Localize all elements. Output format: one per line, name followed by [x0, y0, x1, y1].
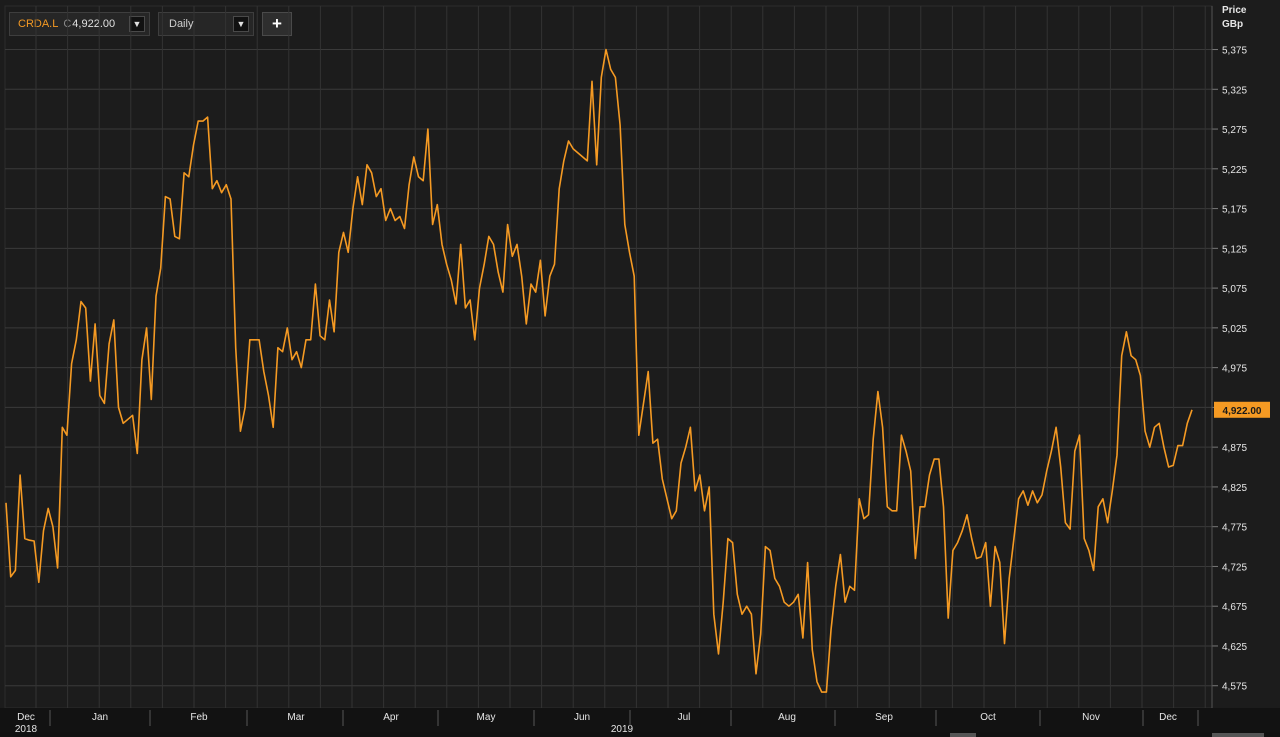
y-tick-label: 4,625	[1222, 642, 1247, 653]
y-tick-label: 4,875	[1222, 443, 1247, 454]
caret-down-icon[interactable]: ▼	[233, 16, 249, 32]
plot-area	[4, 5, 1213, 709]
x-tick-label: Apr	[383, 712, 399, 723]
x-year-label: 2018	[15, 724, 38, 735]
x-tick-label: Dec	[1159, 712, 1177, 723]
scrollbar-thumb[interactable]	[1212, 733, 1264, 737]
y-tick-label: 4,825	[1222, 483, 1247, 494]
x-tick-label: May	[477, 712, 496, 723]
y-tick-label: 4,725	[1222, 562, 1247, 573]
y-axis-title: Price	[1222, 5, 1247, 16]
y-tick-label: 4,675	[1222, 602, 1247, 613]
price-series-line	[5, 48, 1193, 693]
y-tick-label: 5,175	[1222, 205, 1247, 216]
interval-label: Daily	[169, 18, 194, 30]
x-tick-label: Jun	[574, 712, 590, 723]
y-tick-label: 5,125	[1222, 244, 1247, 255]
symbol-selector[interactable]: CRDA.L C 4,922.00 ▼	[9, 12, 150, 36]
horizontal-scrollbar[interactable]	[0, 732, 1280, 737]
y-tick-label: 4,775	[1222, 523, 1247, 534]
x-tick-label: Jul	[678, 712, 691, 723]
x-year-label: 2019	[611, 724, 634, 735]
x-tick-label: Dec	[17, 712, 35, 723]
symbol-label: CRDA.L	[18, 18, 59, 30]
add-button[interactable]: +	[262, 12, 292, 36]
x-tick-label: Aug	[778, 712, 796, 723]
x-tick-label: Jan	[92, 712, 108, 723]
y-axis-unit: GBp	[1222, 19, 1244, 30]
y-tick-label: 5,225	[1222, 165, 1247, 176]
last-price-label	[1214, 401, 1270, 418]
y-tick-label: 4,975	[1222, 364, 1247, 375]
y-tick-label: 5,375	[1222, 46, 1247, 57]
scrollbar-thumb[interactable]	[950, 733, 976, 737]
y-tick-label: 5,025	[1222, 324, 1247, 335]
caret-down-icon[interactable]: ▼	[129, 16, 145, 32]
interval-selector[interactable]: Daily ▼	[158, 12, 254, 36]
last-price-label-text: 4,922.00	[1223, 406, 1262, 417]
y-tick-label: 5,325	[1222, 85, 1247, 96]
x-tick-label: Feb	[190, 712, 208, 723]
x-tick-label: Sep	[875, 712, 893, 723]
y-tick-label: 4,575	[1222, 682, 1247, 693]
x-axis-bar	[0, 708, 1280, 732]
x-tick-label: Nov	[1082, 712, 1100, 723]
price-value: 4,922.00	[72, 18, 116, 30]
y-tick-label: 5,275	[1222, 125, 1247, 136]
x-tick-label: Oct	[980, 712, 996, 723]
x-tick-label: Mar	[287, 712, 305, 723]
chart-toolbar: CRDA.L C 4,922.00 ▼ Daily ▼ +	[0, 0, 1212, 44]
y-tick-label: 5,075	[1222, 284, 1247, 295]
